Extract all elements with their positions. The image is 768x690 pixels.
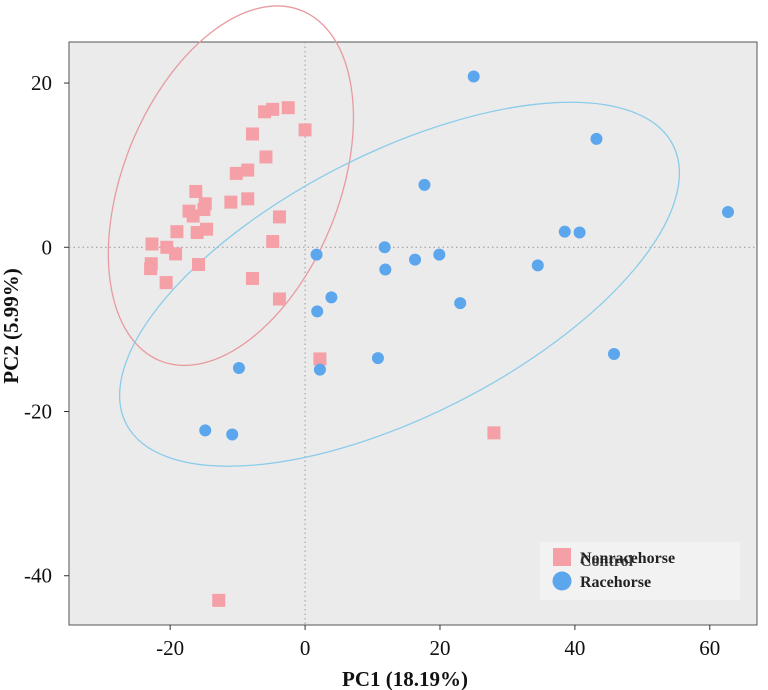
point-racehorse bbox=[199, 424, 212, 437]
point-nonracehorse bbox=[266, 235, 280, 249]
x-tick-label: 40 bbox=[564, 636, 585, 660]
x-tick-label: 60 bbox=[699, 636, 720, 660]
point-nonracehorse bbox=[212, 593, 226, 607]
point-nonracehorse bbox=[313, 352, 327, 366]
point-nonracehorse bbox=[190, 226, 204, 240]
point-racehorse bbox=[590, 132, 603, 145]
y-axis-ticks: 20 0 -20 -40 bbox=[24, 71, 69, 588]
x-tick-label: 20 bbox=[429, 636, 450, 660]
point-nonracehorse bbox=[241, 192, 255, 206]
point-racehorse bbox=[310, 248, 323, 261]
point-racehorse bbox=[311, 305, 324, 318]
point-racehorse bbox=[573, 226, 586, 239]
legend-circle-marker bbox=[552, 571, 572, 591]
point-racehorse bbox=[379, 263, 392, 276]
ellipse-nonracehorse bbox=[107, 5, 355, 367]
point-nonracehorse bbox=[229, 166, 243, 180]
y-tick-label: -20 bbox=[24, 400, 52, 424]
point-racehorse bbox=[409, 253, 422, 266]
point-nonracehorse bbox=[189, 184, 203, 198]
data-points bbox=[144, 70, 734, 607]
point-nonracehorse bbox=[281, 101, 295, 115]
point-racehorse bbox=[378, 241, 391, 254]
legend: Nonracehorse Control Racehorse bbox=[540, 542, 740, 600]
point-nonracehorse bbox=[272, 292, 286, 306]
point-nonracehorse bbox=[186, 209, 200, 223]
x-tick-label: 0 bbox=[300, 636, 311, 660]
x-axis-ticks: -20 0 20 40 60 bbox=[156, 625, 720, 660]
point-nonracehorse bbox=[145, 237, 159, 251]
point-racehorse bbox=[558, 225, 571, 238]
point-racehorse bbox=[608, 348, 621, 361]
point-nonracehorse bbox=[224, 195, 238, 209]
point-nonracehorse bbox=[169, 247, 183, 261]
point-nonracehorse bbox=[245, 271, 259, 285]
legend-box bbox=[540, 542, 740, 600]
y-axis-title: PC2 (5.99%) bbox=[0, 268, 23, 383]
point-racehorse bbox=[418, 178, 431, 191]
point-racehorse bbox=[325, 291, 338, 304]
plot-area bbox=[68, 41, 758, 626]
confidence-ellipses bbox=[107, 5, 681, 467]
point-racehorse bbox=[232, 361, 245, 374]
x-tick-label: -20 bbox=[156, 636, 184, 660]
point-racehorse bbox=[433, 248, 446, 261]
point-nonracehorse bbox=[272, 210, 286, 224]
point-nonracehorse bbox=[144, 262, 158, 276]
point-racehorse bbox=[226, 428, 239, 441]
point-racehorse bbox=[313, 363, 326, 376]
point-nonracehorse bbox=[245, 127, 259, 141]
point-racehorse bbox=[467, 70, 480, 83]
x-axis-title: PC1 (18.19%) bbox=[342, 667, 468, 690]
point-nonracehorse bbox=[170, 225, 184, 239]
point-nonracehorse bbox=[487, 426, 501, 440]
legend-label-nonracehorse: Nonracehorse bbox=[580, 550, 675, 567]
y-tick-label: 0 bbox=[42, 235, 53, 259]
point-nonracehorse bbox=[192, 258, 206, 272]
point-nonracehorse bbox=[159, 276, 173, 290]
point-racehorse bbox=[531, 259, 544, 272]
point-nonracehorse bbox=[298, 123, 312, 137]
point-nonracehorse bbox=[259, 150, 273, 164]
point-racehorse bbox=[454, 297, 467, 310]
y-tick-label: -40 bbox=[24, 564, 52, 588]
point-nonracehorse bbox=[258, 105, 272, 119]
point-nonracehorse bbox=[197, 203, 211, 217]
point-racehorse bbox=[721, 205, 734, 218]
y-tick-label: 20 bbox=[31, 71, 52, 95]
ellipse-racehorse bbox=[118, 101, 681, 467]
legend-label-racehorse: Racehorse bbox=[580, 574, 651, 591]
point-nonracehorse bbox=[241, 163, 255, 177]
legend-square-marker bbox=[553, 548, 571, 566]
legend-label-control-overlay: Control bbox=[580, 553, 634, 570]
point-racehorse bbox=[371, 352, 384, 365]
